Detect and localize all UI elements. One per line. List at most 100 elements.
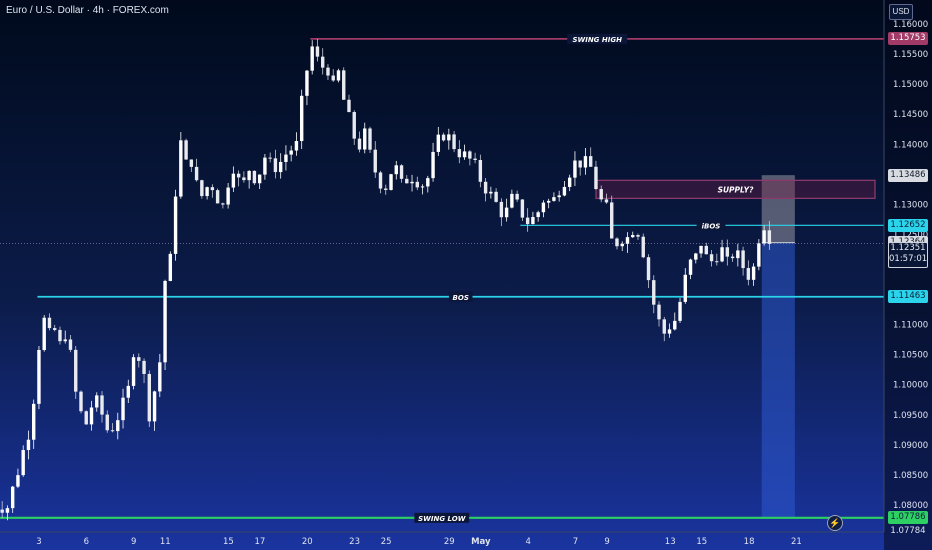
candle-body (321, 56, 325, 68)
candle-body (751, 266, 756, 280)
candle (357, 131, 362, 153)
candle (473, 152, 477, 164)
candle (620, 241, 624, 251)
candle-body (0, 509, 4, 513)
candle (126, 379, 130, 404)
candle (415, 176, 419, 191)
candle (284, 145, 288, 171)
candle (368, 126, 372, 154)
candle-body (352, 112, 356, 139)
x-tick-label: 17 (255, 537, 266, 547)
candle (546, 198, 551, 209)
candle-body (347, 99, 351, 113)
candle-body (26, 439, 31, 451)
candle (331, 69, 335, 82)
candle-body (426, 178, 430, 187)
candle (58, 326, 62, 345)
candle (504, 198, 509, 222)
y-tick-label: 1.09500 (893, 411, 928, 421)
candle (673, 312, 677, 331)
candle (399, 164, 404, 183)
candle-body (468, 151, 472, 159)
candle-body (709, 254, 714, 262)
candle (184, 138, 188, 160)
candle-body (667, 329, 672, 334)
candle-body (536, 212, 540, 218)
candle-body (163, 280, 167, 363)
candle (746, 260, 751, 286)
candle (441, 132, 446, 142)
candle-body (478, 159, 483, 182)
currency-button[interactable]: USD (889, 4, 913, 20)
y-tick-label: 1.12500 (893, 230, 928, 240)
candle (95, 392, 99, 412)
candle-body (205, 187, 209, 197)
candle-body (673, 320, 677, 330)
x-tick-label: 20 (302, 537, 313, 547)
y-tick-label: 1.13000 (893, 200, 928, 210)
candle (189, 159, 194, 173)
tradingview-logo-icon[interactable]: ⚡ (827, 515, 843, 531)
candle (405, 175, 409, 184)
candle-body (16, 475, 20, 487)
candle (200, 179, 204, 199)
candle-body (373, 149, 377, 173)
candle-body (137, 357, 141, 361)
candle-body (10, 486, 15, 509)
candle-body (494, 191, 498, 202)
candle (562, 181, 567, 197)
candle-body (378, 172, 383, 189)
candle-body (336, 70, 341, 81)
candle-body (278, 161, 283, 173)
candle-body (231, 173, 236, 188)
y-tick-label: 1.10500 (893, 351, 928, 361)
candle-body (200, 180, 204, 197)
candle-body (683, 274, 687, 302)
candle (688, 258, 693, 280)
tag-ibos: 1.12652 (888, 218, 928, 232)
candle-body (294, 141, 299, 151)
candle-countdown: 01:57:01 (889, 254, 928, 265)
candle-body (79, 391, 83, 412)
candle-body (305, 70, 309, 96)
candle-body (384, 188, 388, 190)
candle (762, 225, 766, 246)
candle (525, 208, 530, 232)
candle (257, 174, 262, 190)
candle (315, 38, 320, 62)
candle (489, 186, 493, 199)
candle (278, 153, 283, 179)
candle (173, 189, 178, 261)
tag-swing-high: 1.15753 (888, 32, 928, 46)
candle-body (525, 217, 530, 224)
candle-body (221, 203, 225, 205)
candle-body (546, 200, 551, 203)
candle (531, 211, 535, 225)
candle-body (268, 157, 272, 159)
candle (215, 188, 220, 204)
candle (557, 190, 561, 202)
candle (116, 412, 120, 440)
candle (662, 316, 666, 342)
y-tick-label: 1.10000 (893, 381, 928, 391)
candle-body (641, 236, 645, 258)
candle (53, 324, 57, 332)
candle (242, 171, 246, 183)
candle-body (368, 128, 372, 150)
candle-body (252, 170, 257, 184)
candle (625, 232, 630, 253)
candle-body (236, 173, 241, 178)
candle (573, 151, 577, 187)
candle (520, 199, 525, 221)
candle (699, 245, 703, 258)
candle-body (457, 149, 462, 158)
candle (736, 243, 740, 267)
candle-body (657, 304, 661, 320)
candle (452, 131, 456, 153)
x-tick-label: 15 (696, 537, 707, 547)
position-target-zone (761, 242, 795, 518)
candle-body (515, 193, 519, 200)
candle-body (284, 154, 288, 162)
